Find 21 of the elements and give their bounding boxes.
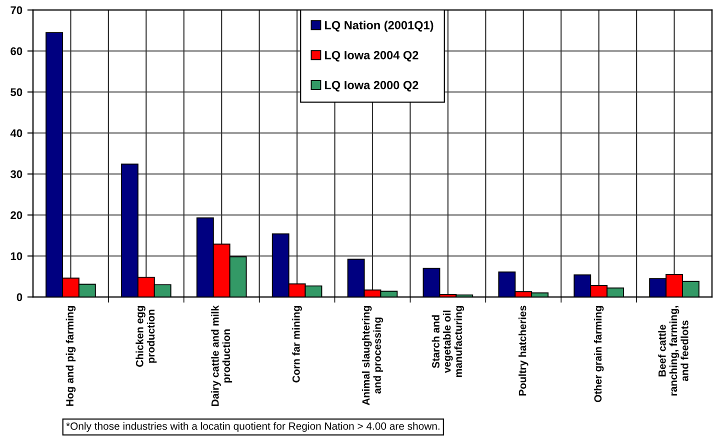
text: *Only those industries with a locatin quotient for Region Nation > 4.00 are shown.	[66, 422, 440, 432]
y-tick-label: 0	[16, 293, 22, 302]
x-tick-label: Corn far mining	[292, 306, 302, 382]
y-tick-label: 60	[10, 47, 22, 56]
legend-label: LQ Nation (2001Q1)	[325, 20, 434, 32]
x-tick-label: Beef cattle ranching, farming, and feedlots	[658, 306, 688, 396]
x-tick-label: Hog and pig farming	[66, 306, 76, 406]
legend-label: LQ Iowa 2000 Q2	[325, 80, 418, 92]
y-tick-label: 50	[10, 88, 22, 96]
x-tick-label: Dairy cattle and milk production	[211, 305, 232, 406]
x-tick-label: Poultry hatcheries	[518, 306, 528, 396]
y-tick-label: 70	[10, 6, 22, 14]
y-tick-label: 20	[10, 211, 22, 220]
x-tick-label: Other grain farming	[594, 306, 604, 402]
x-tick-label: Starch and vegetable oil manufacturing	[432, 306, 464, 377]
x-tick-label: Animal slaughtering and processing	[362, 306, 384, 406]
y-tick-label: 30	[10, 170, 22, 178]
legend-label: LQ Iowa 2004 Q2	[325, 50, 418, 62]
y-tick-label: 40	[10, 129, 22, 138]
x-tick-label: Chicken egg production	[136, 306, 157, 367]
y-tick-label: 10	[10, 252, 22, 260]
